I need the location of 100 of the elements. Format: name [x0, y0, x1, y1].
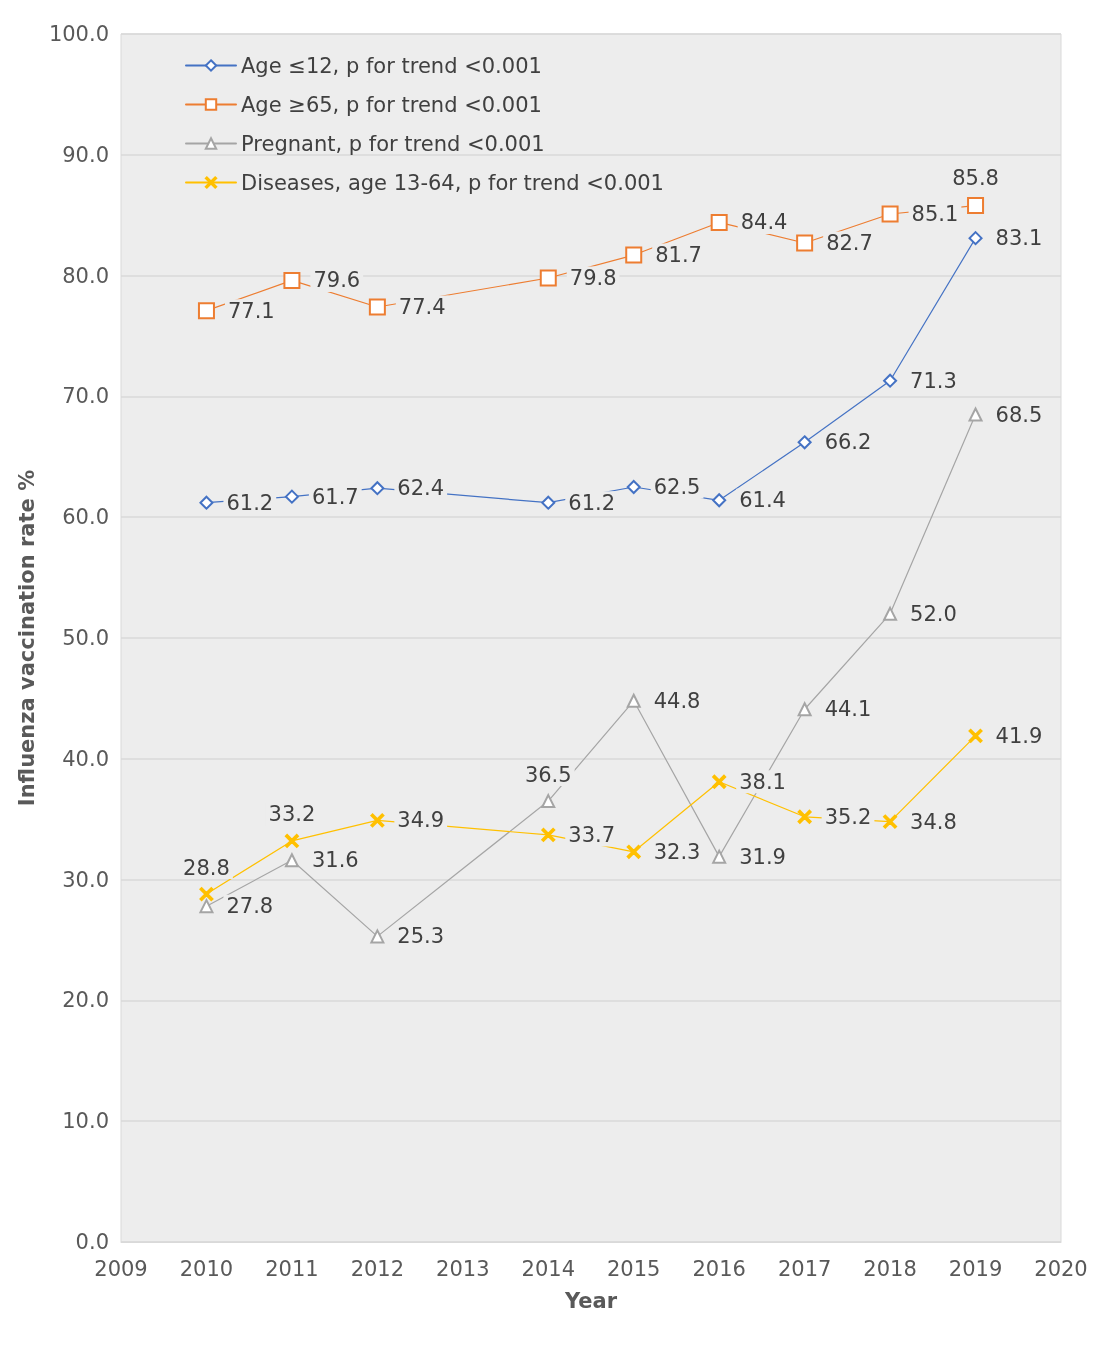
data-label: 33.7 [568, 822, 616, 847]
x-axis-title: Year [563, 1288, 618, 1313]
data-label: 31.9 [739, 844, 786, 869]
data-label: 41.9 [995, 723, 1043, 748]
point [370, 481, 385, 496]
data-label: 62.5 [653, 475, 701, 499]
y-tick-label: 60.0 [62, 505, 109, 530]
y-tick-label: 40.0 [62, 746, 109, 771]
data-label: 36.5 [524, 762, 572, 787]
point [797, 702, 812, 717]
data-label: 79.8 [569, 266, 617, 291]
x-tick-label: 2017 [777, 1256, 832, 1281]
data-label: 68.5 [995, 402, 1043, 427]
data-label: 34.8 [910, 809, 957, 834]
point [199, 899, 214, 914]
point [370, 929, 385, 944]
y-tick-label: 100.0 [48, 22, 109, 46]
point [968, 231, 983, 246]
x-tick-label: 2011 [265, 1256, 319, 1281]
y-axis-title: Influenza vaccination rate % [15, 469, 40, 807]
data-label: 44.1 [824, 697, 872, 722]
point [541, 495, 556, 510]
y-tick-label: 70.0 [62, 384, 109, 409]
point [626, 844, 641, 859]
data-label: 81.7 [655, 243, 702, 268]
point [712, 493, 727, 508]
point [710, 213, 728, 231]
data-label: 61.2 [226, 490, 274, 515]
point [284, 833, 299, 848]
data-label: 27.8 [226, 894, 274, 919]
x-tick-label: 2019 [948, 1256, 1003, 1281]
point [199, 887, 214, 902]
data-label: 77.1 [227, 298, 275, 323]
data-label: 85.8 [952, 165, 999, 190]
x-tick-label: 2014 [521, 1256, 575, 1281]
data-label: 66.2 [824, 430, 872, 455]
point [539, 269, 557, 287]
legend-label: Diseases, age 13-64, p for trend <0.001 [241, 170, 664, 195]
point [626, 480, 641, 494]
point [712, 849, 727, 864]
data-label: 35.2 [824, 804, 872, 829]
point [797, 809, 812, 824]
y-tick-label: 30.0 [62, 867, 109, 892]
y-tick-label: 90.0 [62, 142, 109, 167]
point [968, 728, 983, 743]
y-tick-label: 50.0 [62, 626, 109, 650]
point [881, 205, 899, 223]
legend-label: Age ≥65, p for trend <0.001 [241, 92, 542, 117]
point [625, 246, 643, 264]
y-tick-label: 0.0 [75, 1230, 109, 1254]
y-tick-label: 20.0 [62, 988, 109, 1013]
x-tick-label: 2012 [350, 1256, 405, 1281]
point [284, 853, 299, 868]
point [368, 298, 386, 316]
point [283, 271, 301, 289]
data-label: 61.7 [311, 484, 359, 509]
data-label: 32.3 [653, 839, 701, 864]
point [883, 814, 898, 829]
x-tick-label: 2020 [1034, 1256, 1088, 1281]
y-tick-label: 10.0 [62, 1109, 109, 1134]
data-label: 33.2 [268, 802, 316, 827]
point [968, 407, 983, 422]
data-label: 84.4 [740, 210, 788, 235]
point [883, 606, 898, 621]
point [797, 435, 812, 450]
y-tick-label: 80.0 [62, 263, 109, 288]
point [883, 373, 898, 388]
data-label: 44.8 [653, 688, 701, 713]
data-label: 61.2 [568, 490, 616, 515]
x-tick-label: 2016 [692, 1256, 746, 1281]
point [199, 495, 214, 510]
point [541, 827, 556, 842]
point [712, 774, 727, 789]
x-tick-label: 2018 [863, 1256, 917, 1281]
point [626, 693, 641, 708]
point [370, 813, 385, 828]
data-label: 25.3 [397, 924, 445, 949]
legend-label: Pregnant, p for trend <0.001 [241, 131, 545, 156]
data-label: 38.1 [739, 769, 786, 794]
point [284, 489, 299, 504]
data-label: 62.4 [397, 476, 445, 501]
point [796, 234, 814, 252]
data-label: 34.9 [397, 808, 445, 833]
data-label: 85.1 [911, 201, 959, 226]
data-label: 52.0 [910, 601, 957, 626]
data-label: 31.6 [311, 848, 359, 873]
x-tick-label: 2013 [436, 1256, 490, 1281]
legend-label: Age ≤12, p for trend <0.001 [241, 53, 542, 78]
data-label: 61.4 [739, 488, 786, 513]
x-tick-label: 2010 [179, 1256, 234, 1281]
data-label: 82.7 [826, 230, 873, 255]
data-label: 77.4 [398, 295, 446, 320]
point [541, 794, 556, 809]
point [967, 197, 985, 215]
data-label: 71.3 [910, 368, 957, 393]
data-label: 79.6 [313, 268, 361, 293]
x-tick-label: 2009 [94, 1256, 148, 1281]
data-label: 28.8 [183, 855, 230, 880]
data-label: 83.1 [995, 226, 1043, 251]
point [197, 302, 215, 320]
